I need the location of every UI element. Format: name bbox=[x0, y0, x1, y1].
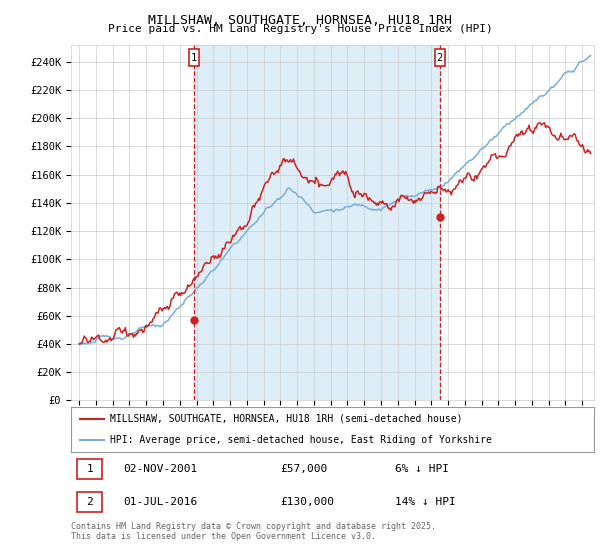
Text: 01-JUL-2016: 01-JUL-2016 bbox=[123, 497, 197, 507]
Text: £130,000: £130,000 bbox=[280, 497, 334, 507]
Text: Price paid vs. HM Land Registry's House Price Index (HPI): Price paid vs. HM Land Registry's House … bbox=[107, 24, 493, 34]
Text: 6% ↓ HPI: 6% ↓ HPI bbox=[395, 464, 449, 474]
Text: £57,000: £57,000 bbox=[280, 464, 328, 474]
Text: HPI: Average price, semi-detached house, East Riding of Yorkshire: HPI: Average price, semi-detached house,… bbox=[110, 435, 492, 445]
Text: 2: 2 bbox=[437, 53, 443, 63]
Bar bbox=[189, 49, 199, 66]
FancyBboxPatch shape bbox=[77, 492, 102, 512]
Text: MILLSHAW, SOUTHGATE, HORNSEA, HU18 1RH (semi-detached house): MILLSHAW, SOUTHGATE, HORNSEA, HU18 1RH (… bbox=[110, 414, 463, 424]
Text: 02-NOV-2001: 02-NOV-2001 bbox=[123, 464, 197, 474]
Text: 2: 2 bbox=[86, 497, 93, 507]
Bar bbox=[194, 45, 440, 400]
Text: 1: 1 bbox=[191, 53, 197, 63]
Bar bbox=[434, 49, 445, 66]
Text: MILLSHAW, SOUTHGATE, HORNSEA, HU18 1RH: MILLSHAW, SOUTHGATE, HORNSEA, HU18 1RH bbox=[148, 14, 452, 27]
Text: 14% ↓ HPI: 14% ↓ HPI bbox=[395, 497, 456, 507]
Text: Contains HM Land Registry data © Crown copyright and database right 2025.
This d: Contains HM Land Registry data © Crown c… bbox=[71, 522, 436, 542]
Text: 1: 1 bbox=[86, 464, 93, 474]
FancyBboxPatch shape bbox=[77, 459, 102, 479]
